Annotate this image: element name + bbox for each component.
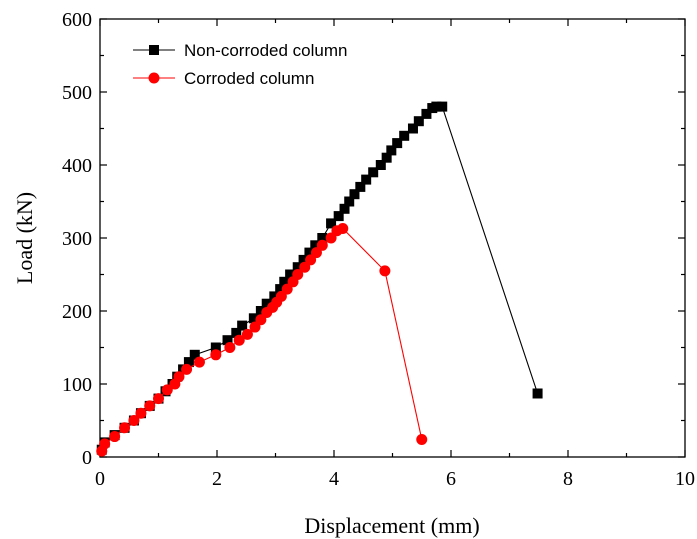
legend: Non-corroded column Corroded column (133, 41, 347, 88)
data-point (281, 283, 293, 295)
x-tick-label: 0 (95, 468, 105, 490)
data-point (316, 239, 328, 251)
y-tick-label: 200 (62, 301, 92, 323)
data-point (181, 363, 193, 375)
x-tick-label: 4 (329, 468, 339, 490)
y-tick-label: 500 (62, 82, 92, 104)
legend-marker (149, 45, 159, 55)
data-point (292, 262, 303, 273)
data-point (304, 247, 315, 258)
data-point (210, 342, 221, 353)
data-point (237, 320, 248, 331)
data-point (305, 254, 317, 266)
legend-label: Non-corroded column (184, 41, 347, 60)
y-tick-label: 300 (62, 228, 92, 250)
data-point (285, 269, 296, 280)
data-point (339, 203, 350, 214)
data-point (421, 108, 432, 119)
data-point (413, 116, 424, 127)
data-point (128, 415, 140, 426)
data-point (431, 101, 442, 112)
data-point (153, 393, 164, 405)
data-point (233, 334, 245, 346)
data-point (392, 138, 403, 149)
data-point (119, 422, 131, 434)
series-non-corroded (96, 101, 543, 455)
y-tick-label: 0 (82, 447, 92, 469)
data-point (310, 240, 321, 251)
data-point (255, 314, 267, 326)
data-point (183, 357, 194, 368)
data-point (99, 438, 111, 450)
series-corroded (96, 223, 428, 457)
data-point (193, 356, 205, 368)
legend-label: Corroded column (184, 69, 314, 88)
y-axis-label: Load (kN) (12, 192, 37, 284)
data-point (379, 265, 391, 277)
series-line (101, 106, 539, 450)
y-tick-label: 100 (62, 374, 92, 396)
x-tick-label: 6 (446, 468, 456, 490)
data-point (326, 218, 337, 229)
data-point (222, 335, 233, 346)
data-point (407, 123, 418, 134)
data-point (368, 167, 379, 178)
data-point (375, 160, 386, 170)
data-point (298, 254, 309, 265)
data-point (248, 313, 259, 324)
data-point (317, 233, 328, 243)
x-tick-label: 8 (563, 468, 573, 490)
data-point (275, 290, 287, 302)
data-point (333, 211, 344, 222)
data-point (325, 232, 337, 244)
data-point (532, 388, 543, 399)
data-point (349, 189, 360, 200)
data-point (355, 181, 366, 192)
data-point (399, 130, 410, 141)
data-point (224, 342, 236, 353)
y-tick-label: 400 (62, 155, 92, 177)
data-point (416, 433, 428, 445)
x-axis-label: Displacement (mm) (304, 513, 479, 538)
data-point (241, 328, 253, 340)
data-point (361, 174, 372, 185)
legend-marker (148, 72, 160, 84)
data-point (310, 247, 322, 259)
data-point (386, 145, 397, 156)
data-point (261, 298, 272, 309)
data-point (173, 371, 185, 383)
data-point (210, 349, 222, 361)
x-tick-label: 10 (675, 468, 695, 490)
data-point (279, 276, 290, 287)
data-point (437, 101, 448, 112)
y-tick-label: 600 (62, 9, 92, 31)
series-line (101, 227, 423, 452)
data-point (381, 152, 392, 163)
data-point (135, 407, 147, 419)
x-tick-label: 2 (212, 468, 222, 490)
data-point (344, 196, 355, 207)
data-point (161, 384, 173, 396)
data-point (109, 431, 121, 443)
series-layer (96, 101, 543, 457)
data-point (275, 284, 286, 295)
data-point (144, 400, 156, 412)
x-axis-ticks: 0 2 4 6 8 10 (95, 19, 695, 490)
data-point (255, 306, 266, 316)
data-point (292, 269, 304, 280)
data-point (249, 321, 261, 333)
data-point (189, 349, 200, 360)
data-point (299, 261, 311, 273)
y-axis-ticks: 0 100 200 300 400 500 600 (62, 9, 685, 469)
data-point (231, 327, 242, 338)
data-point (269, 291, 280, 302)
data-point (337, 223, 349, 235)
